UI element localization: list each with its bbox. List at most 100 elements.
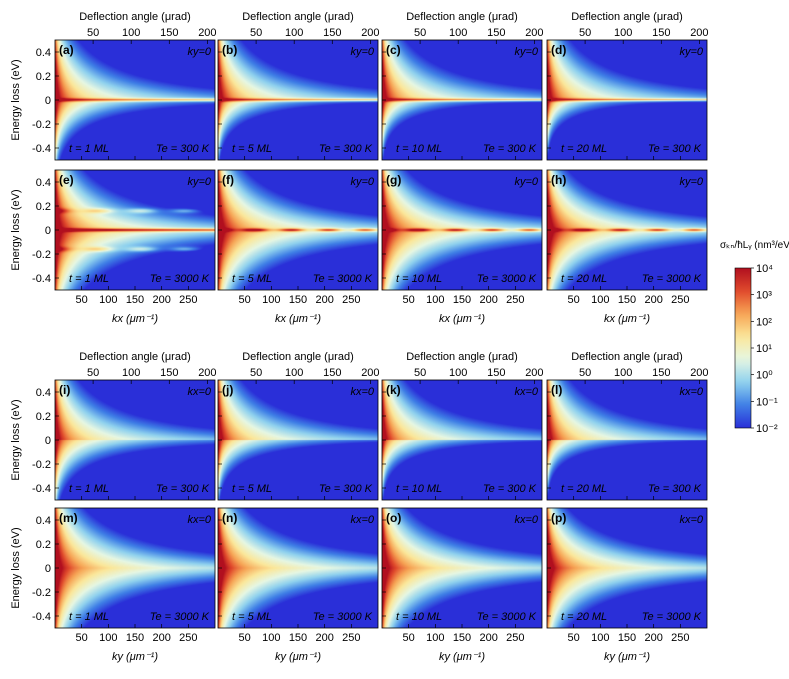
top-tick-label: 150 [160,367,178,379]
top-tick-label: 200 [525,27,543,39]
top-axis-title: Deflection angle (μrad) [242,351,354,363]
y-tick-label: -0.4 [32,611,51,623]
thickness-label: t = 10 ML [396,611,442,623]
temperature-label: Te = 3000 K [313,273,373,285]
top-tick-label: 200 [198,27,216,39]
temperature-label: Te = 3000 K [313,611,373,623]
y-axis-title: Energy loss (eV) [10,189,22,270]
y-tick-label: 0 [45,225,51,237]
panel-label: (i) [59,383,70,397]
top-tick-label: 50 [87,367,99,379]
x-tick-label: 150 [618,294,636,306]
panel-label: (e) [59,173,74,187]
top-axis-title: Deflection angle (μrad) [79,351,191,363]
x-tick-label: 150 [453,632,471,644]
panel-condition: kx=0 [350,514,374,526]
x-axis-title: kx (μm⁻¹) [275,313,321,325]
colorbar-tick-label: 10⁴ [756,263,773,275]
temperature-label: Te = 300 K [648,483,702,495]
panel-o: (o) kx=0 t = 10 ML Te = 3000 K 50 100 150 200 25… [381,507,543,663]
y-tick-label: 0 [45,563,51,575]
panel-label: (m) [59,511,78,525]
panel-label: (h) [551,173,566,187]
temperature-label: Te = 300 K [156,143,210,155]
top-tick-label: 150 [323,367,341,379]
top-axis-title: Deflection angle (μrad) [242,11,354,23]
top-tick-label: 50 [579,27,591,39]
heatmap-image [55,170,215,290]
tick-marks [382,181,516,290]
panel-label: (f) [222,173,234,187]
x-tick-label: 250 [506,294,524,306]
top-tick-label: 200 [690,27,708,39]
temperature-label: Te = 3000 K [477,611,537,623]
temperature-label: Te = 3000 K [150,273,210,285]
top-tick-label: 50 [414,367,426,379]
top-axis-title: Deflection angle (μrad) [406,11,518,23]
tick-marks [55,519,189,628]
heatmap-image [382,508,542,628]
x-tick-label: 200 [315,632,333,644]
temperature-label: Te = 300 K [483,143,537,155]
panel-a: (a) ky=0 t = 1 ML Te = 300 K 50 100 150 200 Defl… [10,11,217,161]
panel-e: (e) ky=0 t = 1 ML Te = 3000 K 50 100 150 200 250… [10,169,216,325]
x-tick-label: 150 [126,632,144,644]
thickness-label: t = 10 ML [396,483,442,495]
x-tick-label: 200 [315,294,333,306]
y-tick-label: 0 [45,95,51,107]
panel-condition: kx=0 [679,514,703,526]
tick-marks [218,181,352,290]
panel-condition: kx=0 [514,386,538,398]
y-tick-label: 0.4 [36,177,51,189]
top-tick-label: 50 [414,27,426,39]
heatmap-panels: (a) ky=0 t = 1 ML Te = 300 K 50 100 150 200 Defl… [10,11,709,663]
tick-marks [547,40,700,160]
panel-d: (d) ky=0 t = 20 ML Te = 300 K 50 100 150 200 Def… [546,11,709,161]
tick-marks [547,181,681,290]
panel-condition: ky=0 [679,176,703,188]
heatmap-image [218,170,378,290]
panel-condition: kx=0 [514,514,538,526]
panel-p: (p) kx=0 t = 20 ML Te = 3000 K 50 100 150 200 25… [546,507,708,663]
top-tick-label: 100 [122,27,140,39]
x-axis-title: ky (μm⁻¹) [275,651,321,663]
y-tick-label: -0.4 [32,143,51,155]
y-tick-label: 0.2 [36,201,51,213]
y-tick-label: -0.4 [32,273,51,285]
panel-f: (f) ky=0 t = 5 ML Te = 3000 K 50 100 150 200 250… [217,169,379,325]
panel-condition: ky=0 [350,46,374,58]
x-tick-label: 200 [152,294,170,306]
x-tick-label: 100 [426,294,444,306]
panel-condition: ky=0 [514,46,538,58]
top-tick-label: 200 [361,367,379,379]
x-tick-label: 100 [262,632,280,644]
thickness-label: t = 5 ML [232,143,272,155]
panel-label: (n) [222,511,237,525]
panel-label: (c) [386,43,401,57]
panel-label: (b) [222,43,237,57]
x-tick-label: 100 [426,632,444,644]
panel-g: (g) ky=0 t = 10 ML Te = 3000 K 50 100 150 200 25… [381,169,543,325]
x-tick-label: 100 [591,294,609,306]
panel-n: (n) kx=0 t = 5 ML Te = 3000 K 50 100 150 200 250… [217,507,379,663]
thickness-label: t = 10 ML [396,143,442,155]
x-tick-label: 100 [99,632,117,644]
y-axis-title: Energy loss (eV) [10,59,22,140]
tick-marks [218,380,371,500]
top-tick-label: 150 [487,367,505,379]
tick-marks [382,40,535,160]
heatmap-image [55,508,215,628]
x-tick-label: 50 [239,294,251,306]
y-axis-title: Energy loss (eV) [10,399,22,480]
heatmap-image [547,170,707,290]
temperature-label: Te = 3000 K [642,611,702,623]
top-tick-label: 100 [449,27,467,39]
y-tick-label: 0 [45,435,51,447]
panel-label: (p) [551,511,566,525]
thickness-label: t = 20 ML [561,483,607,495]
heatmap-image [547,508,707,628]
x-tick-label: 50 [76,632,88,644]
panel-l: (l) kx=0 t = 20 ML Te = 300 K 50 100 150 200 Def… [546,351,709,501]
heatmap-image [218,380,378,500]
